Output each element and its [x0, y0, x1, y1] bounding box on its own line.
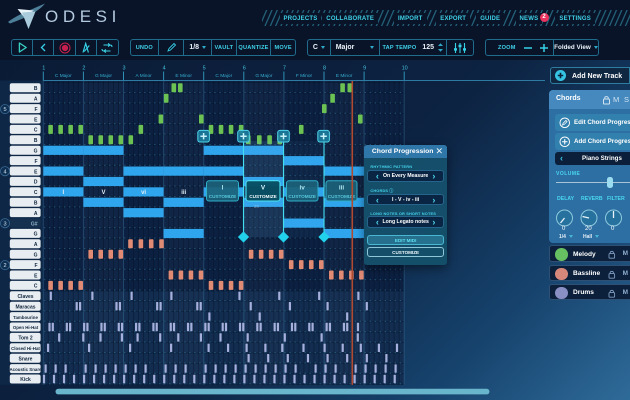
- svg-text:20: 20: [254, 204, 260, 209]
- svg-text:E Minor: E Minor: [175, 73, 192, 79]
- svg-text:1: 1: [42, 66, 45, 72]
- svg-text:8: 8: [323, 66, 326, 72]
- svg-text:F Minor: F Minor: [296, 73, 313, 79]
- svg-text:Tambourine: Tambourine: [13, 315, 38, 320]
- svg-text:C Major: C Major: [55, 73, 72, 79]
- svg-text:I: I: [222, 185, 224, 192]
- svg-text:10: 10: [402, 66, 408, 72]
- svg-text:C Major: C Major: [215, 73, 232, 79]
- svg-text:C: C: [34, 190, 38, 196]
- svg-text:Maracas: Maracas: [15, 304, 35, 310]
- svg-text:V: V: [261, 185, 266, 192]
- svg-text:C: C: [34, 284, 38, 290]
- svg-text:CUSTOMIZE: CUSTOMIZE: [209, 194, 237, 199]
- svg-text:4: 4: [163, 66, 166, 72]
- svg-text:4: 4: [3, 169, 6, 175]
- svg-text:E: E: [34, 117, 38, 123]
- svg-text:CUSTOMIZE: CUSTOMIZE: [328, 194, 356, 199]
- svg-text:G: G: [34, 232, 38, 238]
- svg-text:CUSTOMIZE: CUSTOMIZE: [288, 194, 316, 199]
- svg-text:Tom 2: Tom 2: [18, 336, 33, 342]
- svg-text:B: B: [34, 201, 38, 207]
- svg-text:F: F: [34, 263, 37, 269]
- svg-text:iii: iii: [339, 185, 345, 192]
- svg-text:E: E: [34, 273, 38, 279]
- svg-text:3: 3: [122, 66, 125, 72]
- svg-text:B: B: [34, 86, 38, 92]
- svg-text:5: 5: [203, 66, 206, 72]
- svg-text:2: 2: [82, 66, 85, 72]
- svg-text:iv: iv: [300, 185, 306, 192]
- svg-text:V: V: [101, 190, 105, 196]
- svg-text:C: C: [34, 128, 38, 134]
- svg-text:G: G: [34, 253, 38, 259]
- svg-text:A: A: [34, 211, 38, 217]
- svg-text:Snare: Snare: [19, 356, 33, 362]
- svg-text:E: E: [34, 169, 38, 175]
- svg-text:Closed Hi-Hat: Closed Hi-Hat: [11, 346, 40, 351]
- svg-text:6: 6: [243, 66, 246, 72]
- svg-text:G#: G#: [31, 221, 38, 227]
- svg-text:vi: vi: [141, 190, 146, 196]
- svg-text:CUSTOMIZE: CUSTOMIZE: [249, 194, 277, 199]
- svg-text:7: 7: [283, 66, 286, 72]
- svg-text:B: B: [34, 138, 38, 144]
- svg-text:G Major: G Major: [255, 73, 272, 79]
- svg-text:D: D: [34, 180, 38, 186]
- svg-text:iii: iii: [181, 190, 186, 196]
- svg-text:2: 2: [3, 263, 6, 269]
- svg-text:A: A: [34, 242, 38, 248]
- svg-text:G Major: G Major: [95, 73, 112, 79]
- svg-text:E Minor: E Minor: [336, 73, 353, 79]
- svg-text:5: 5: [3, 107, 6, 113]
- svg-text:F: F: [34, 107, 37, 113]
- svg-text:9: 9: [363, 66, 366, 72]
- svg-text:A: A: [34, 97, 38, 103]
- svg-text:I: I: [62, 190, 64, 196]
- svg-text:Open Hi-Hat: Open Hi-Hat: [13, 325, 39, 330]
- svg-text:Claves: Claves: [17, 294, 33, 300]
- svg-text:Acoustic Snare: Acoustic Snare: [10, 367, 43, 372]
- svg-text:F: F: [34, 159, 37, 165]
- svg-text:3: 3: [3, 221, 6, 227]
- svg-text:Kick: Kick: [20, 377, 31, 383]
- svg-text:A Minor: A Minor: [135, 73, 152, 79]
- svg-text:G: G: [34, 149, 38, 155]
